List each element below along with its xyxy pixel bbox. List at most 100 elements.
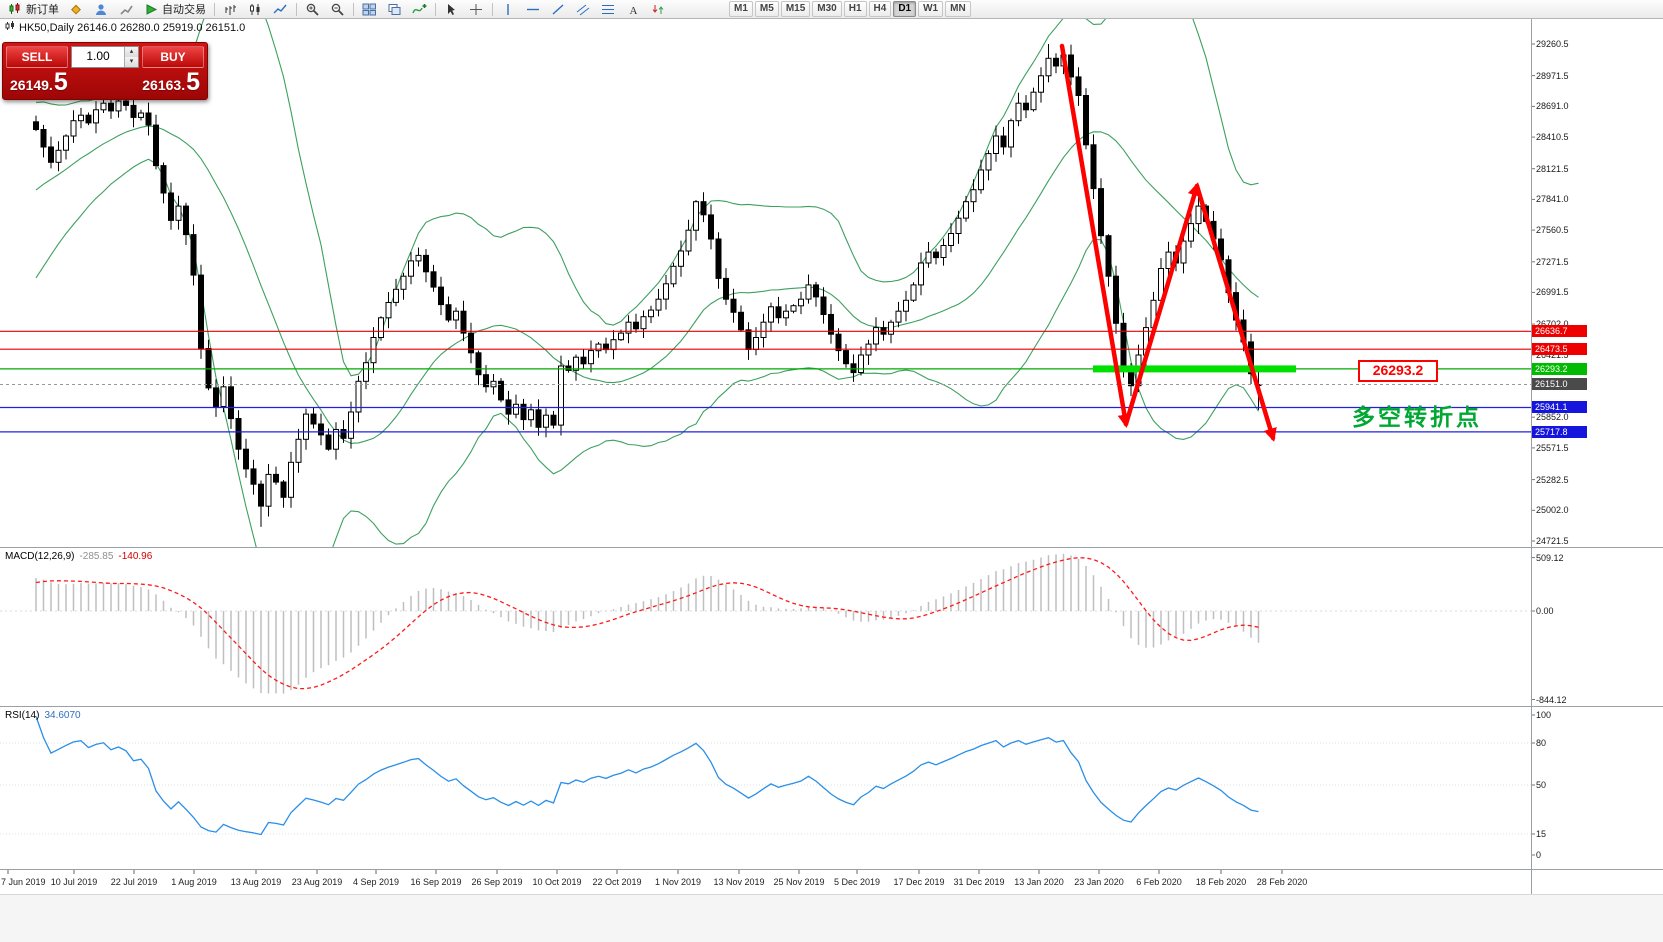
cursor-icon-glyph	[444, 3, 459, 16]
volume-input[interactable]: 1.00 ▴ ▾	[71, 46, 139, 68]
chart-title-text: HK50,Daily 26146.0 26280.0 25919.0 26151…	[19, 21, 246, 34]
date-axis-label: 25 Nov 2019	[773, 877, 825, 887]
volume-decrease-button[interactable]: ▾	[125, 57, 138, 67]
volume-increase-button[interactable]: ▴	[125, 47, 138, 57]
date-axis-label: 4 Sep 2019	[352, 877, 400, 887]
sell-price-big: 5	[53, 68, 68, 96]
timeframe-button-M30[interactable]: M30	[812, 1, 842, 17]
sell-price[interactable]: 26149. 5	[10, 70, 68, 95]
autotrade-glyph	[144, 3, 159, 16]
price-level-tag: 26473.5	[1532, 343, 1587, 356]
macd-axis-label: -844.12	[1536, 694, 1567, 705]
timeframe-button-MN[interactable]: MN	[945, 1, 971, 17]
signals-icon[interactable]	[114, 0, 139, 18]
date-axis-label: 22 Oct 2019	[592, 877, 642, 887]
one-click-trading-panel: SELL 1.00 ▴ ▾ BUY 26149. 5 26163. 5	[2, 42, 208, 100]
bar-chart-icon[interactable]	[218, 0, 243, 18]
candlestick-chart-icon[interactable]	[243, 0, 268, 18]
date-axis-label: 10 Jul 2019	[50, 877, 98, 887]
price-level-callout[interactable]: 26293.2	[1358, 360, 1438, 382]
price-axis-label: 26702.0	[1536, 319, 1569, 330]
rsi-splitter[interactable]	[0, 706, 1663, 707]
buy-price-big: 5	[186, 68, 200, 96]
mql5-icon[interactable]	[64, 0, 89, 18]
date-axis-label: 7 Jun 2019	[1, 877, 46, 887]
line-chart-icon[interactable]	[268, 0, 293, 18]
timeframe-button-M15[interactable]: M15	[780, 1, 811, 17]
date-axis-label: 23 Aug 2019	[291, 877, 343, 887]
sell-price-main: 26149.	[10, 77, 53, 93]
crosshair-icon-glyph	[469, 3, 484, 16]
time-axis[interactable]: 7 Jun 2019 10 Jul 2019 22 Jul 2019 1 Aug 20…	[0, 870, 1531, 894]
arrows-tool-icon-glyph	[651, 3, 666, 16]
vertical-line-icon-glyph	[501, 3, 516, 16]
arrows-tool-icon[interactable]	[646, 0, 671, 18]
price-axis-label: 29260.5	[1536, 39, 1569, 49]
chart-window-icon	[5, 21, 15, 34]
timeframe-button-H1[interactable]: H1	[843, 1, 867, 17]
sell-button[interactable]: SELL	[6, 46, 68, 68]
price-level-tag: 25717.8	[1532, 425, 1587, 438]
cursor-icon[interactable]	[439, 0, 464, 18]
vertical-line-icon[interactable]	[496, 0, 521, 18]
tile-windows-icon-glyph	[362, 3, 377, 16]
channel-icon[interactable]	[571, 0, 596, 18]
rsi-axis-label: 100	[1536, 710, 1552, 720]
timeframe-button-W1[interactable]: W1	[918, 1, 944, 17]
svg-text:A: A	[630, 5, 638, 16]
crosshair-icon[interactable]	[464, 0, 489, 18]
buy-price[interactable]: 26163. 5	[142, 70, 200, 95]
signals-icon-glyph	[119, 3, 134, 16]
timeframe-button-M1[interactable]: M1	[729, 1, 753, 17]
zoom-in-icon[interactable]	[300, 0, 325, 18]
price-axis-label: 28691.0	[1536, 101, 1569, 112]
arrange-windows-icon[interactable]	[382, 0, 407, 18]
rsi-value: 34.6070	[44, 710, 81, 721]
date-axis-label: 16 Sep 2019	[410, 877, 462, 887]
toolbar-separator	[353, 2, 354, 16]
volume-stepper: ▴ ▾	[124, 47, 138, 67]
macd-axis-label: 0.00	[1536, 606, 1554, 616]
indicators-icon[interactable]	[407, 0, 432, 18]
turning-point-annotation[interactable]: 多空转折点	[1352, 404, 1482, 430]
price-axis-label: 28971.5	[1536, 70, 1569, 81]
toolbar-separator	[214, 2, 215, 16]
date-axis-label: 17 Dec 2019	[893, 877, 945, 887]
timeframe-button-H4[interactable]: H4	[868, 1, 892, 17]
price-axis-label: 25571.5	[1536, 442, 1569, 453]
text-tool-icon[interactable]: A	[621, 0, 646, 18]
date-axis-label: 18 Feb 2020	[1195, 877, 1247, 887]
horizontal-line-icon-glyph	[526, 3, 541, 16]
date-axis-label: 1 Aug 2019	[171, 877, 217, 887]
macd-label: MACD(12,26,9) -285.85 -140.96	[5, 551, 152, 562]
fibonacci-icon[interactable]	[596, 0, 621, 18]
rsi-name: RSI(14)	[5, 710, 40, 721]
timeframe-button-M5[interactable]: M5	[754, 1, 779, 17]
zoom-out-icon[interactable]	[325, 0, 350, 18]
trendline-icon[interactable]	[546, 0, 571, 18]
price-axis-label: 24721.5	[1536, 536, 1569, 546]
horizontal-line-icon[interactable]	[521, 0, 546, 18]
zoom-in-icon-glyph	[305, 3, 320, 16]
new-order-button[interactable]: 新订单	[3, 0, 64, 18]
date-axis-label: 6 Feb 2020	[1136, 877, 1182, 887]
rsi-axis-label: 80	[1536, 738, 1547, 748]
toolbar-separator	[296, 2, 297, 16]
buy-button[interactable]: BUY	[142, 46, 204, 68]
zoom-out-icon-glyph	[330, 3, 345, 16]
timeframe-button-D1[interactable]: D1	[893, 1, 917, 17]
price-axis-separator	[1531, 18, 1532, 894]
date-axis-label: 22 Jul 2019	[110, 877, 158, 887]
bar-chart-icon-glyph	[223, 3, 238, 16]
trendline-icon-glyph	[551, 3, 566, 16]
community-icon[interactable]	[89, 0, 114, 18]
tile-windows-icon[interactable]	[357, 0, 382, 18]
volume-value[interactable]: 1.00	[86, 49, 110, 63]
community-icon-glyph	[94, 3, 109, 16]
price-axis-label: 27560.5	[1536, 225, 1569, 236]
price-level-tag: 25941.1	[1532, 401, 1587, 414]
autotrade-button[interactable]: 自动交易	[139, 0, 211, 18]
macd-splitter[interactable]	[0, 547, 1663, 548]
